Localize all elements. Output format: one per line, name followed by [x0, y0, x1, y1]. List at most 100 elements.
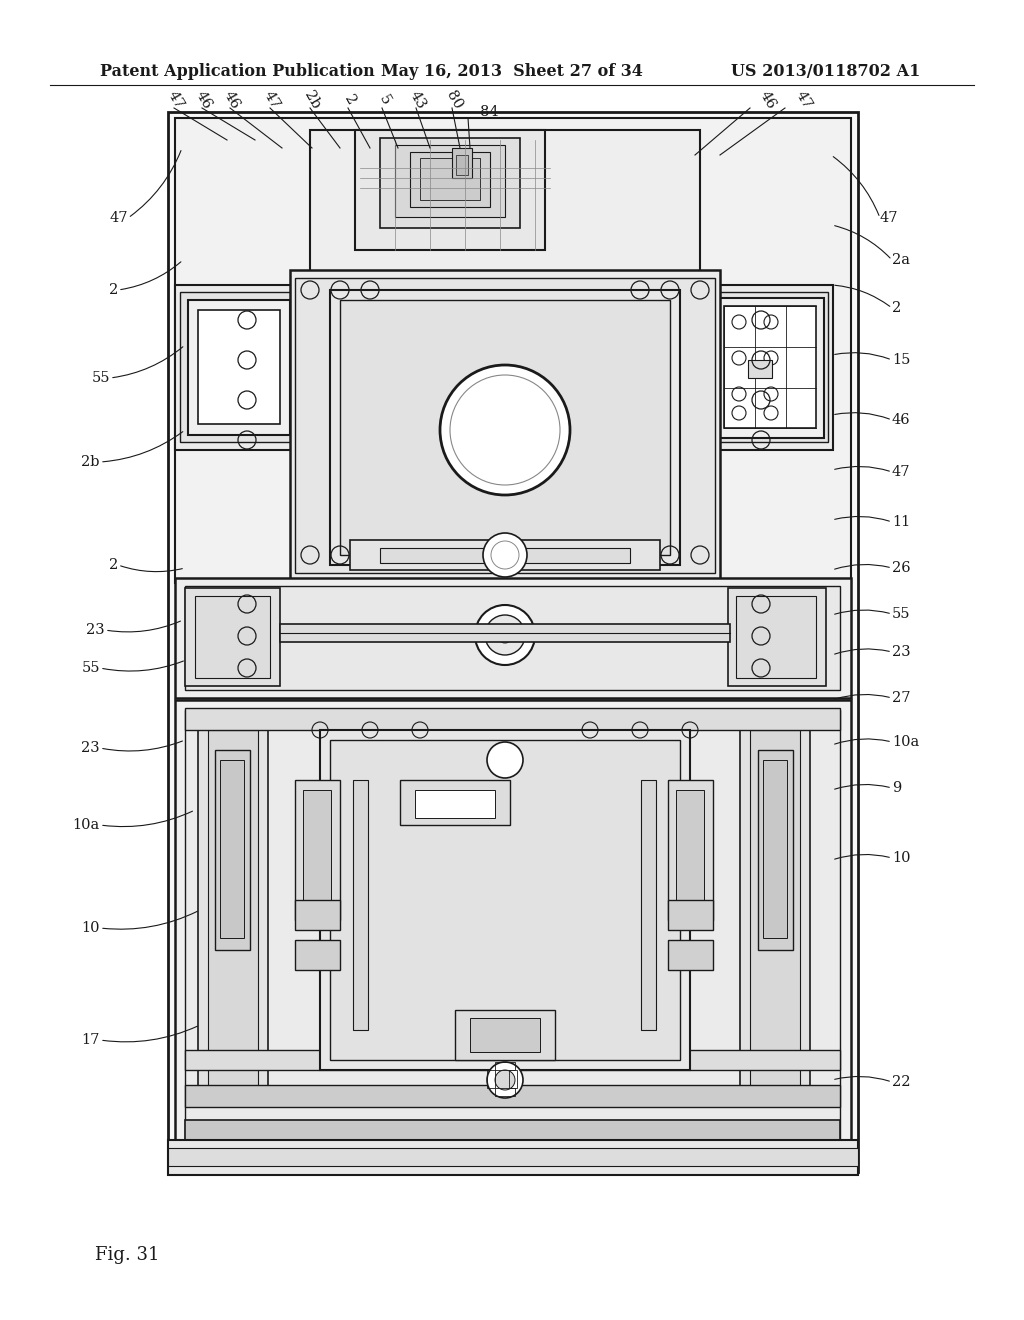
- Bar: [330, 290, 680, 565]
- Text: 2: 2: [109, 282, 118, 297]
- Bar: [290, 271, 720, 579]
- Bar: [295, 940, 340, 970]
- Bar: [456, 154, 468, 176]
- Bar: [487, 1071, 495, 1088]
- Bar: [748, 360, 772, 378]
- Bar: [641, 780, 656, 1030]
- Text: May 16, 2013  Sheet 27 of 34: May 16, 2013 Sheet 27 of 34: [381, 63, 643, 81]
- Bar: [208, 730, 258, 1090]
- Text: 23: 23: [81, 741, 100, 755]
- Circle shape: [475, 605, 535, 665]
- Text: 22: 22: [892, 1074, 910, 1089]
- Text: 27: 27: [892, 690, 910, 705]
- Bar: [740, 719, 810, 1100]
- Bar: [188, 300, 290, 436]
- Text: 55: 55: [91, 371, 110, 385]
- Text: 9: 9: [892, 781, 901, 795]
- Text: 55: 55: [82, 661, 100, 675]
- Bar: [198, 719, 268, 1100]
- Bar: [668, 940, 713, 970]
- Bar: [180, 292, 298, 442]
- Bar: [215, 750, 250, 950]
- Text: 2a: 2a: [892, 253, 910, 267]
- Bar: [355, 129, 545, 249]
- Bar: [353, 780, 368, 1030]
- Bar: [195, 597, 270, 678]
- Bar: [340, 300, 670, 554]
- Text: 47: 47: [261, 88, 283, 112]
- Bar: [495, 1063, 515, 1071]
- Bar: [509, 1071, 517, 1088]
- Text: 47: 47: [892, 465, 910, 479]
- Bar: [168, 112, 858, 1172]
- Bar: [310, 129, 700, 400]
- Bar: [185, 1085, 840, 1107]
- Text: 46: 46: [892, 413, 910, 426]
- Bar: [410, 152, 490, 207]
- Text: 2: 2: [109, 558, 118, 572]
- Bar: [703, 285, 833, 450]
- Bar: [380, 139, 520, 228]
- Text: 47: 47: [165, 88, 186, 112]
- Bar: [175, 117, 851, 583]
- Bar: [185, 586, 840, 690]
- Bar: [750, 730, 800, 1090]
- Text: 2b: 2b: [82, 455, 100, 469]
- Bar: [724, 306, 816, 428]
- Bar: [758, 750, 793, 950]
- Bar: [295, 900, 340, 931]
- Bar: [420, 158, 480, 201]
- Bar: [716, 298, 824, 438]
- Text: 15: 15: [892, 352, 910, 367]
- Text: Patent Application Publication: Patent Application Publication: [100, 63, 375, 81]
- Bar: [185, 1119, 840, 1142]
- Bar: [495, 1088, 515, 1096]
- Circle shape: [497, 627, 513, 643]
- Bar: [736, 597, 816, 678]
- Bar: [728, 587, 826, 686]
- Bar: [175, 700, 851, 1168]
- Bar: [763, 760, 787, 939]
- Circle shape: [483, 533, 527, 577]
- Bar: [168, 1140, 858, 1175]
- Text: 2: 2: [892, 301, 901, 315]
- Bar: [185, 710, 840, 1158]
- Bar: [185, 708, 840, 730]
- Text: 10: 10: [892, 851, 910, 865]
- Bar: [280, 624, 730, 642]
- Text: 10a: 10a: [73, 818, 100, 832]
- Bar: [175, 578, 851, 698]
- Bar: [185, 587, 280, 686]
- Text: 80: 80: [443, 88, 465, 112]
- Text: 46: 46: [221, 88, 243, 112]
- Text: 47: 47: [110, 211, 128, 224]
- Bar: [380, 548, 630, 564]
- Bar: [400, 780, 510, 825]
- Bar: [175, 285, 305, 450]
- Text: Fig. 31: Fig. 31: [95, 1246, 160, 1265]
- Text: 10: 10: [82, 921, 100, 935]
- Text: 26: 26: [892, 561, 910, 576]
- Bar: [350, 540, 660, 570]
- Text: 46: 46: [758, 88, 779, 112]
- Text: 11: 11: [892, 515, 910, 529]
- Text: 55: 55: [892, 607, 910, 620]
- Bar: [668, 900, 713, 931]
- Text: US 2013/0118702 A1: US 2013/0118702 A1: [731, 63, 920, 81]
- Bar: [452, 148, 472, 178]
- Bar: [303, 789, 331, 908]
- Circle shape: [487, 1063, 523, 1098]
- Text: 23: 23: [892, 645, 910, 659]
- Circle shape: [440, 366, 570, 495]
- Text: 47: 47: [794, 88, 815, 112]
- Bar: [198, 310, 280, 424]
- Text: 47: 47: [880, 211, 898, 224]
- Text: 84: 84: [480, 106, 499, 119]
- Text: 2: 2: [342, 92, 358, 108]
- Text: 2b: 2b: [301, 88, 323, 112]
- Bar: [330, 741, 680, 1060]
- Text: 17: 17: [82, 1034, 100, 1047]
- Circle shape: [485, 615, 525, 655]
- Bar: [395, 145, 505, 216]
- Text: 23: 23: [86, 623, 105, 638]
